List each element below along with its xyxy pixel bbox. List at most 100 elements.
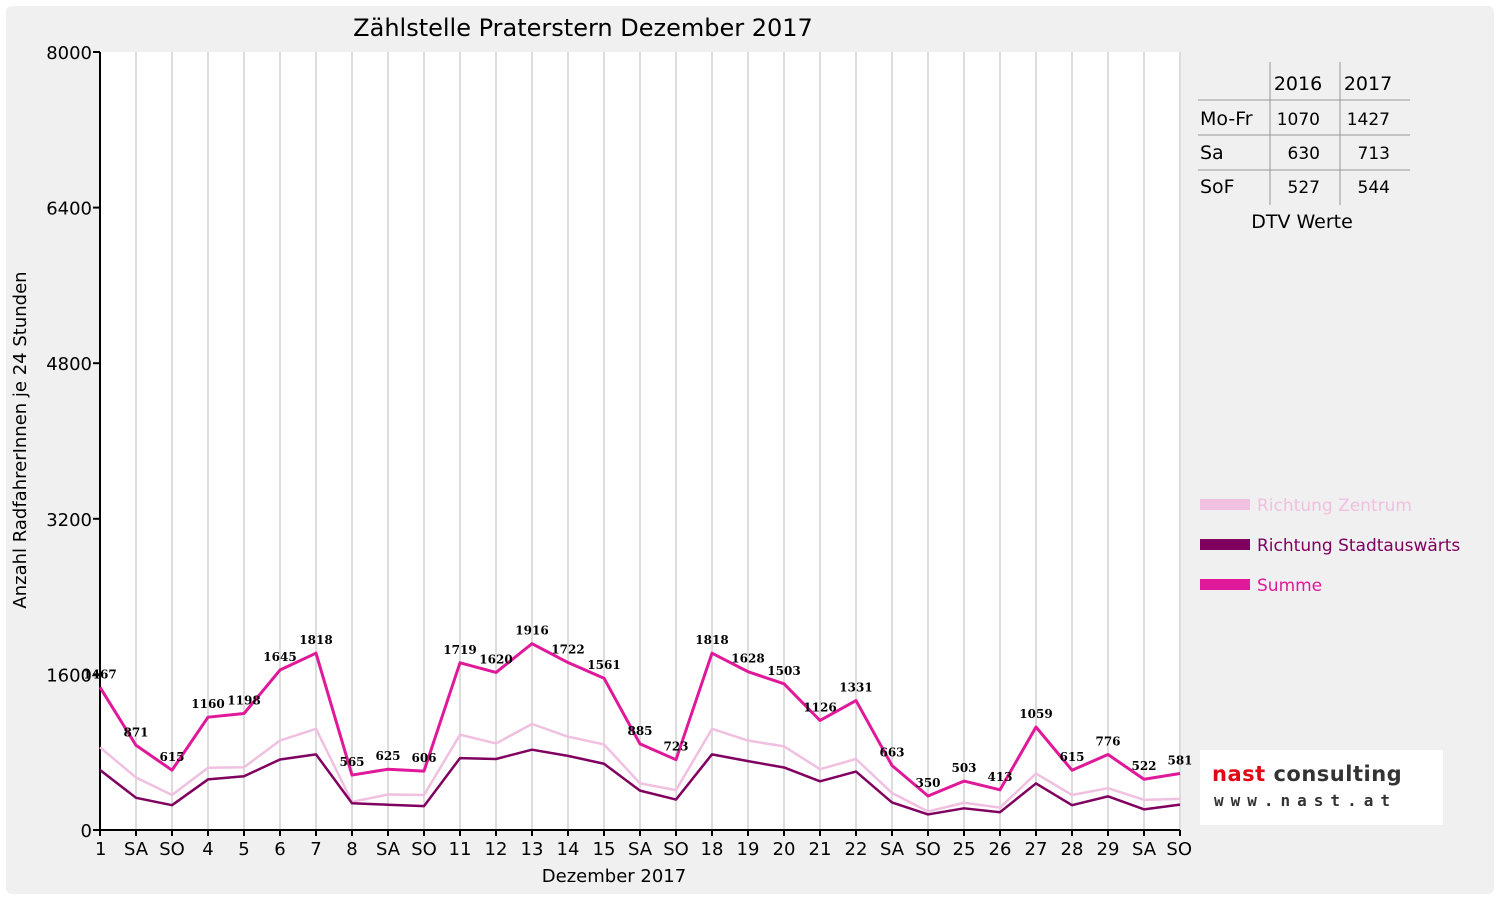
- y-tick-label: 0: [81, 821, 92, 842]
- legend-label: Summe: [1257, 576, 1322, 596]
- data-label: 1059: [1019, 707, 1052, 721]
- logo-name-part2: consulting: [1273, 762, 1403, 786]
- x-axis-title: Dezember 2017: [542, 866, 686, 887]
- logo-url: www.nast.at: [1214, 791, 1397, 810]
- x-tick-label: 7: [310, 839, 321, 860]
- table-row-label: SoF: [1200, 176, 1235, 198]
- x-tick-label: SO: [915, 839, 941, 860]
- x-tick-label: SO: [1166, 839, 1192, 860]
- x-tick-label: SO: [411, 839, 437, 860]
- data-label: 871: [123, 725, 148, 739]
- table-row-label: Mo-Fr: [1200, 108, 1253, 130]
- table-header: 2017: [1344, 73, 1392, 95]
- table-cell-2016: 527: [1288, 178, 1320, 198]
- grid-lines: [135, 52, 1181, 830]
- x-tick-label: 12: [485, 839, 508, 860]
- legend-label: Richtung Stadtauswärts: [1257, 536, 1460, 556]
- data-label: 1126: [803, 700, 836, 714]
- series-line-3: [98, 642, 1181, 798]
- x-tick-label: 21: [809, 839, 832, 860]
- x-tick-label: SA: [124, 839, 149, 860]
- legend-swatch: [1200, 539, 1250, 550]
- y-axis: 0 1600 3200 4800 6400 8000: [46, 43, 101, 842]
- data-label: 522: [1131, 759, 1156, 773]
- data-label: 1331: [839, 681, 872, 695]
- data-label: 1198: [227, 693, 260, 707]
- x-tick-label: 1: [95, 839, 106, 860]
- data-label: 565: [339, 755, 364, 769]
- data-label: 1916: [515, 624, 548, 638]
- table-cell-2017: 713: [1358, 144, 1390, 164]
- data-label: 606: [411, 751, 436, 765]
- data-label: 1467: [83, 667, 116, 681]
- x-tick-label: 11: [449, 839, 472, 860]
- x-tick-label: 22: [845, 839, 868, 860]
- data-label: 1722: [551, 643, 584, 657]
- x-tick-label: 20: [773, 839, 796, 860]
- table-cell-2016: 1070: [1277, 110, 1320, 130]
- x-tick-label: 6: [274, 839, 285, 860]
- x-tick-label: 4: [202, 839, 213, 860]
- x-tick-label: 19: [737, 839, 760, 860]
- y-axis-title: Anzahl RadfahrerInnen je 24 Stunden: [10, 271, 31, 608]
- series-lines: [98, 642, 1181, 816]
- data-label: 1645: [263, 650, 296, 664]
- data-label: 1160: [191, 697, 224, 711]
- x-tick-label: SA: [376, 839, 401, 860]
- table-cell-2016: 630: [1288, 144, 1320, 164]
- x-tick-label: 13: [521, 839, 544, 860]
- data-label: 885: [627, 724, 652, 738]
- logo-name: nast consulting: [1212, 762, 1402, 786]
- legend-swatch: [1200, 499, 1250, 510]
- x-tick-label: SO: [159, 839, 185, 860]
- y-tick-label: 1600: [46, 665, 92, 686]
- table-cell-2017: 1427: [1347, 110, 1390, 130]
- x-tick-label: 5: [238, 839, 249, 860]
- x-tick-label: 27: [1025, 839, 1048, 860]
- legend-label: Richtung Zentrum: [1257, 496, 1412, 516]
- table-header: 2016: [1274, 73, 1322, 95]
- legend: Richtung Zentrum Richtung Stadtauswärts Su…: [1200, 496, 1460, 596]
- data-label: 615: [1059, 750, 1084, 764]
- data-label: 776: [1095, 735, 1120, 749]
- data-label: 1503: [767, 664, 800, 678]
- data-label: 1620: [479, 652, 512, 666]
- x-tick-label: SA: [628, 839, 653, 860]
- data-label: 581: [1167, 753, 1192, 767]
- x-tick-label: 26: [989, 839, 1012, 860]
- x-tick-label: 15: [593, 839, 616, 860]
- data-label: 350: [915, 776, 940, 790]
- x-axis: 1 SA SO 4 5 6 7 8 SA SO 11 12 13 14 15 SA SO 18 19 20 21 22 SA…: [95, 829, 1192, 860]
- data-label: 1818: [695, 633, 728, 647]
- x-tick-label: SO: [663, 839, 689, 860]
- data-label: 615: [159, 750, 184, 764]
- dtv-table: 2016 2017 Mo-Fr 1070 1427 Sa 630 713 SoF 527 544DT…: [1198, 62, 1410, 233]
- legend-swatch: [1200, 579, 1250, 590]
- data-label: 625: [375, 749, 400, 763]
- data-label: 1561: [587, 658, 620, 672]
- x-tick-label: 14: [557, 839, 580, 860]
- chart-title: Zählstelle Praterstern Dezember 2017: [353, 14, 813, 42]
- table-row-label: Sa: [1200, 142, 1224, 164]
- x-tick-label: 28: [1061, 839, 1084, 860]
- nast-consulting-logo: nast consulting www.nast.at: [1200, 750, 1443, 825]
- logo-name-part1: nast: [1212, 762, 1266, 786]
- data-label: 1628: [731, 652, 764, 666]
- series-line-1: [99, 722, 1181, 813]
- data-label: 1818: [299, 633, 332, 647]
- x-tick-label: 25: [953, 839, 976, 860]
- x-tick-label: 18: [701, 839, 724, 860]
- data-label: 663: [879, 746, 904, 760]
- table-cell-2017: 544: [1358, 178, 1390, 198]
- data-label: 723: [663, 740, 688, 754]
- x-tick-label: 8: [346, 839, 357, 860]
- table-caption: DTV Werte: [1251, 211, 1353, 233]
- x-tick-label: SA: [1132, 839, 1157, 860]
- data-label: 413: [987, 770, 1012, 784]
- data-label: 1719: [443, 643, 476, 657]
- x-tick-label: SA: [880, 839, 905, 860]
- x-tick-label: 29: [1097, 839, 1120, 860]
- series-line-2: [99, 748, 1181, 816]
